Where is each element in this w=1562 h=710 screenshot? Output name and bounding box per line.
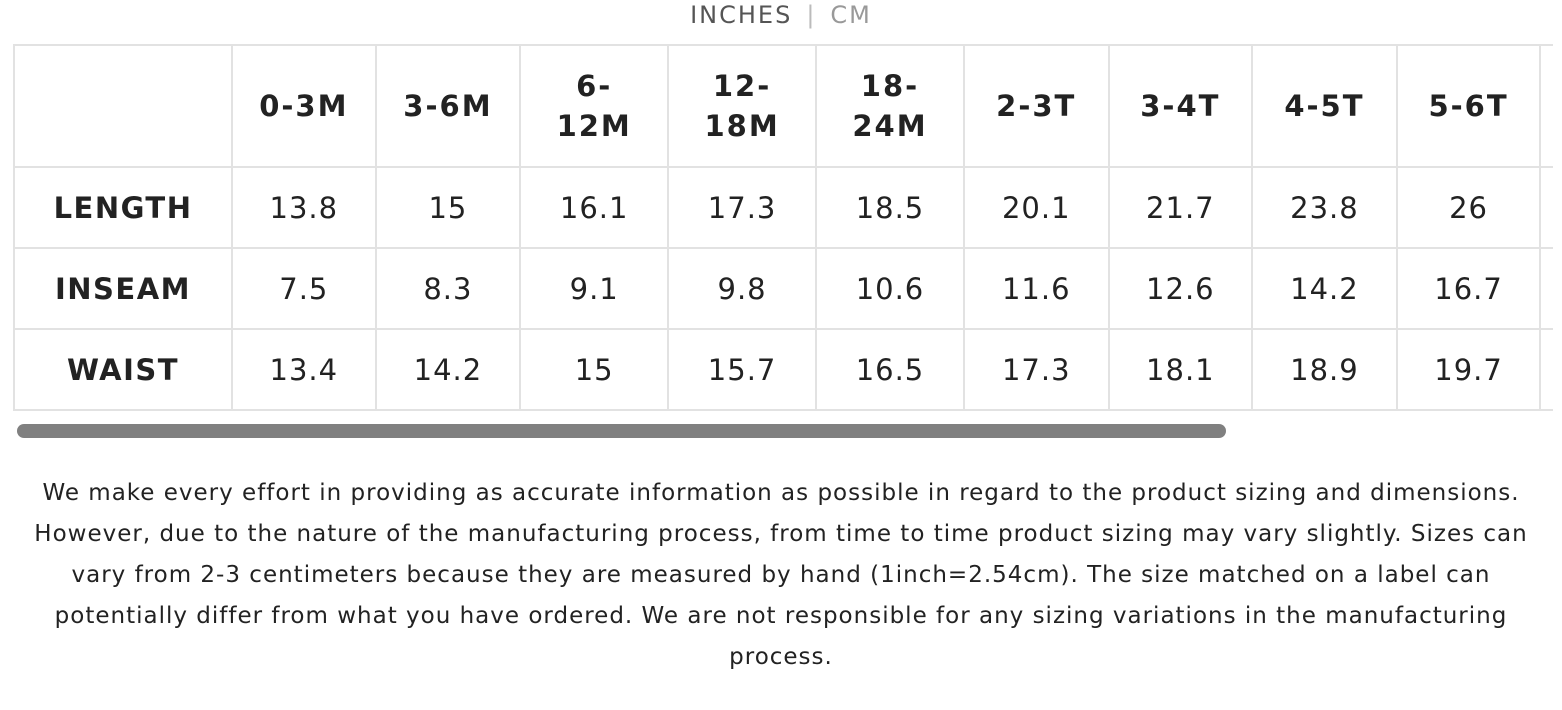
cell: 9.1 xyxy=(519,247,670,330)
size-label: 6-12M xyxy=(556,69,632,143)
header-cell: 2-3T xyxy=(962,44,1110,168)
cell: 21.7 xyxy=(1107,166,1254,249)
header-cell: 12-18M xyxy=(667,44,818,168)
table-row: INSEAM7.58.39.19.810.611.612.614.216.718… xyxy=(13,247,1553,330)
size-label: 4-5T xyxy=(1284,89,1365,123)
table-row: WAIST13.414.21515.716.517.318.118.919.72… xyxy=(13,328,1553,411)
size-table: 0-3M 3-6M 6-12M 12-18M 18-24M 2-3T 3-4T 4-5T 5-6… xyxy=(13,44,1553,411)
cell: 16.7 xyxy=(1395,247,1542,330)
size-label: 0-3M xyxy=(259,89,349,123)
cell: 20.1 xyxy=(962,166,1110,249)
row-label: WAIST xyxy=(13,328,234,411)
cell: 14.2 xyxy=(374,328,522,411)
cell: 15 xyxy=(519,328,670,411)
header-cell: 5-6T xyxy=(1395,44,1542,168)
cell: 7.5 xyxy=(231,247,377,330)
size-label: 12-18M xyxy=(704,69,780,143)
header-cell: 0-3M xyxy=(231,44,377,168)
cell: 15.7 xyxy=(667,328,818,411)
header-cell: 7Y xyxy=(1539,44,1553,168)
cell: 18.9 xyxy=(1251,328,1398,411)
row-label: INSEAM xyxy=(13,247,234,330)
cell: 8.3 xyxy=(374,247,522,330)
unit-option[interactable]: CM xyxy=(830,1,872,29)
cell: 20.1 xyxy=(1539,328,1553,411)
header-cell: 3-6M xyxy=(374,44,522,168)
scrollbar[interactable] xyxy=(17,424,1226,438)
size-label: 3-4T xyxy=(1140,89,1221,123)
cell: 9.8 xyxy=(667,247,818,330)
cell: 16.1 xyxy=(519,166,670,249)
cell: 13.8 xyxy=(231,166,377,249)
size-label: 18-24M xyxy=(852,69,928,143)
header-cell: 3-4T xyxy=(1107,44,1254,168)
header-cell xyxy=(13,44,234,168)
cell: 18.5 xyxy=(815,166,965,249)
size-label: 5-6T xyxy=(1428,89,1509,123)
table-row: LENGTH13.81516.117.318.520.121.723.82628… xyxy=(13,166,1553,249)
cell: 18.1 xyxy=(1107,328,1254,411)
row-label: LENGTH xyxy=(13,166,234,249)
cell: 15 xyxy=(374,166,522,249)
cell: 26 xyxy=(1395,166,1542,249)
header-cell: 4-5T xyxy=(1251,44,1398,168)
header-cell: 18-24M xyxy=(815,44,965,168)
size-label: 2-3T xyxy=(996,89,1077,123)
unit-option[interactable]: INCHES xyxy=(690,1,793,29)
cell: 12.6 xyxy=(1107,247,1254,330)
cell: 11.6 xyxy=(962,247,1110,330)
cell: 18.7 xyxy=(1539,247,1553,330)
header-row: 0-3M 3-6M 6-12M 12-18M 18-24M 2-3T 3-4T 4-5T 5-6… xyxy=(13,44,1553,168)
cell: 14.2 xyxy=(1251,247,1398,330)
cell: 10.6 xyxy=(815,247,965,330)
cell: 28.1 xyxy=(1539,166,1553,249)
table-scroll: 0-3M 3-6M 6-12M 12-18M 18-24M 2-3T 3-4T 4-5T 5-6… xyxy=(13,44,1553,418)
separator: | xyxy=(806,1,817,29)
header-cell: 6-12M xyxy=(519,44,670,168)
sizing-note: We make every effort in providing as acc… xyxy=(34,480,1528,670)
cell: 23.8 xyxy=(1251,166,1398,249)
unit-toggle: INCHES | CM xyxy=(0,0,1562,32)
cell: 19.7 xyxy=(1395,328,1542,411)
cell: 17.3 xyxy=(667,166,818,249)
cell: 17.3 xyxy=(962,328,1110,411)
size-label: 3-6M xyxy=(403,89,493,123)
cell: 16.5 xyxy=(815,328,965,411)
cell: 13.4 xyxy=(231,328,377,411)
